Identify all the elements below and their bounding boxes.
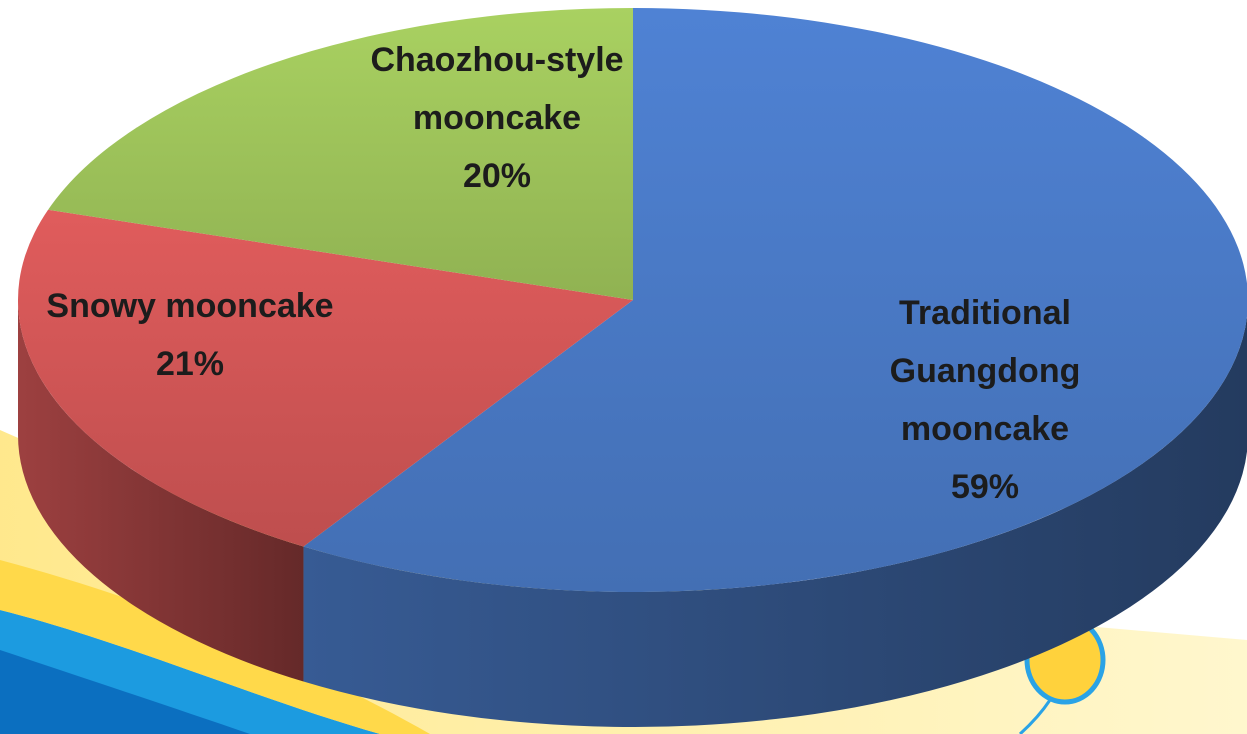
value-label: 21%: [0, 335, 380, 393]
category-label: Chaozhou-style mooncake: [337, 31, 657, 147]
category-label: Traditional Guangdong mooncake: [865, 284, 1105, 458]
value-label: 20%: [337, 147, 657, 205]
value-label: 59%: [865, 458, 1105, 516]
category-label: Snowy mooncake: [0, 277, 380, 335]
page: {"chart_data": {"type": "pie", "categori…: [0, 0, 1247, 734]
